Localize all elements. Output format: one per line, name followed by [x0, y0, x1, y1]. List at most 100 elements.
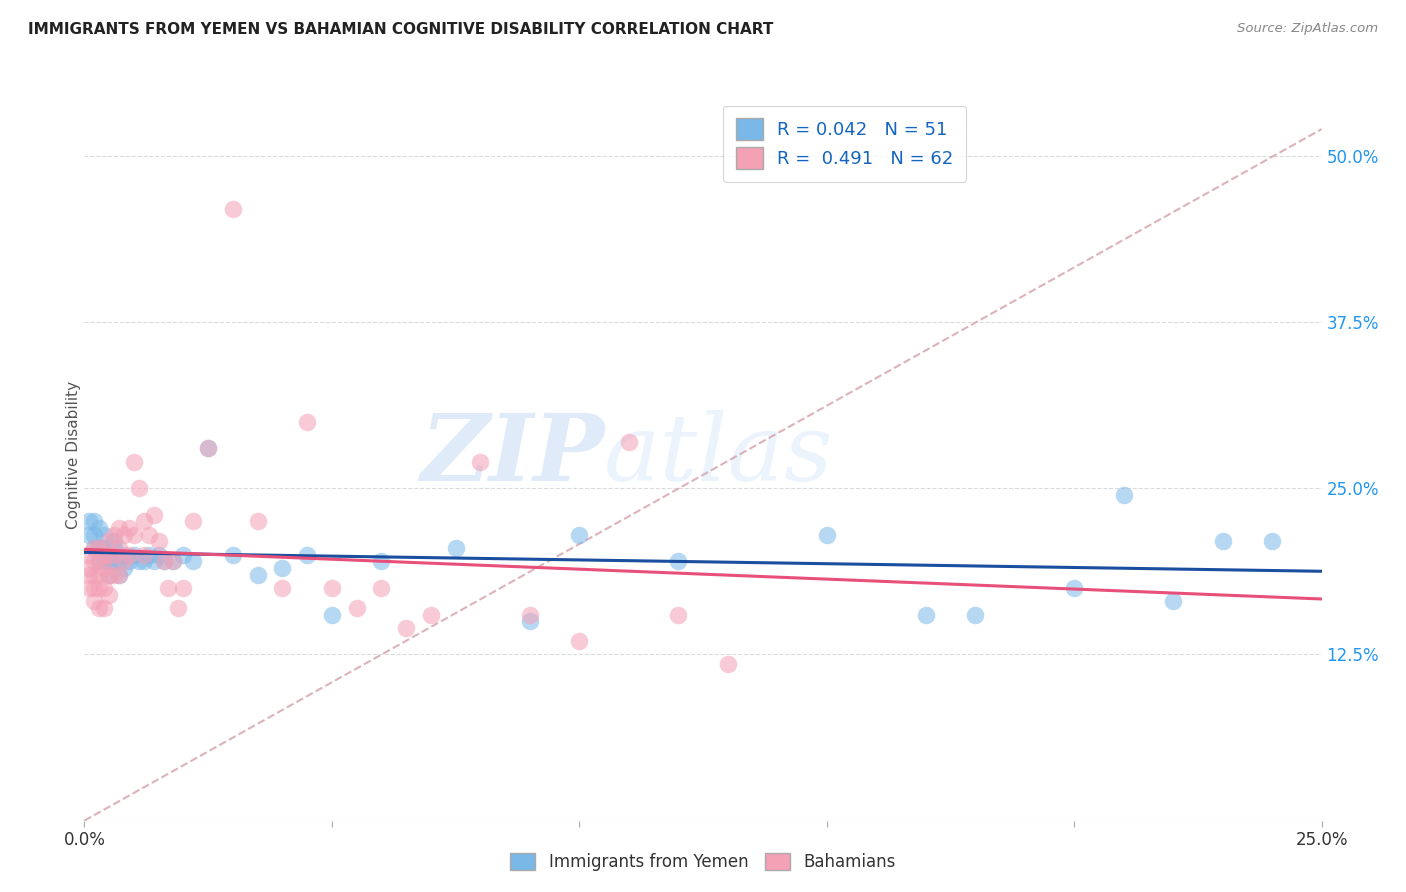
Text: IMMIGRANTS FROM YEMEN VS BAHAMIAN COGNITIVE DISABILITY CORRELATION CHART: IMMIGRANTS FROM YEMEN VS BAHAMIAN COGNIT… — [28, 22, 773, 37]
Point — [98, 548, 121, 562]
Point — [222, 548, 245, 562]
Point — [162, 554, 184, 568]
Point — [98, 588, 121, 602]
Point — [108, 567, 131, 582]
Legend: Immigrants from Yemen, Bahamians: Immigrants from Yemen, Bahamians — [502, 845, 904, 880]
Point — [103, 554, 125, 568]
Point — [138, 548, 160, 562]
Point — [181, 515, 204, 529]
Point — [118, 554, 141, 568]
Point — [93, 600, 115, 615]
Point — [103, 541, 125, 555]
Point — [172, 548, 194, 562]
Point — [108, 554, 131, 568]
Text: Source: ZipAtlas.com: Source: ZipAtlas.com — [1237, 22, 1378, 36]
Point — [112, 548, 135, 562]
Point — [118, 521, 141, 535]
Point — [122, 548, 145, 562]
Point — [83, 527, 105, 541]
Point — [568, 634, 591, 648]
Point — [89, 541, 111, 555]
Point — [617, 434, 640, 449]
Point — [470, 454, 492, 468]
Point — [1261, 534, 1284, 549]
Point — [83, 594, 105, 608]
Point — [717, 657, 740, 671]
Point — [79, 527, 101, 541]
Point — [89, 581, 111, 595]
Point — [666, 607, 689, 622]
Point — [1161, 594, 1184, 608]
Point — [965, 607, 987, 622]
Point — [152, 554, 174, 568]
Point — [89, 554, 111, 568]
Point — [132, 515, 155, 529]
Point — [108, 541, 131, 555]
Point — [98, 554, 121, 568]
Point — [295, 548, 318, 562]
Point — [79, 567, 101, 582]
Point — [321, 607, 343, 622]
Point — [666, 554, 689, 568]
Point — [83, 541, 105, 555]
Point — [122, 527, 145, 541]
Point — [79, 581, 101, 595]
Point — [89, 554, 111, 568]
Point — [197, 442, 219, 456]
Point — [142, 508, 165, 522]
Point — [93, 548, 115, 562]
Point — [83, 581, 105, 595]
Text: ZIP: ZIP — [420, 410, 605, 500]
Point — [1212, 534, 1234, 549]
Legend: R = 0.042   N = 51, R =  0.491   N = 62: R = 0.042 N = 51, R = 0.491 N = 62 — [723, 105, 966, 182]
Point — [93, 541, 115, 555]
Point — [157, 581, 180, 595]
Point — [79, 548, 101, 562]
Point — [103, 567, 125, 582]
Point — [118, 548, 141, 562]
Point — [98, 567, 121, 582]
Point — [132, 548, 155, 562]
Point — [112, 554, 135, 568]
Point — [93, 581, 115, 595]
Point — [132, 554, 155, 568]
Point — [103, 527, 125, 541]
Point — [128, 481, 150, 495]
Point — [246, 567, 269, 582]
Point — [142, 554, 165, 568]
Text: atlas: atlas — [605, 410, 834, 500]
Point — [370, 581, 392, 595]
Point — [148, 534, 170, 549]
Point — [271, 581, 294, 595]
Point — [172, 581, 194, 595]
Point — [321, 581, 343, 595]
Point — [246, 515, 269, 529]
Point — [148, 548, 170, 562]
Point — [519, 614, 541, 628]
Point — [152, 554, 174, 568]
Point — [167, 600, 190, 615]
Point — [79, 515, 101, 529]
Point — [93, 554, 115, 568]
Point — [122, 454, 145, 468]
Point — [370, 554, 392, 568]
Point — [346, 600, 368, 615]
Point — [108, 521, 131, 535]
Point — [103, 548, 125, 562]
Point — [568, 527, 591, 541]
Point — [138, 527, 160, 541]
Point — [89, 567, 111, 582]
Point — [112, 561, 135, 575]
Point — [89, 600, 111, 615]
Point — [89, 541, 111, 555]
Point — [444, 541, 467, 555]
Point — [914, 607, 936, 622]
Point — [181, 554, 204, 568]
Point — [815, 527, 838, 541]
Point — [98, 567, 121, 582]
Point — [83, 554, 105, 568]
Point — [162, 554, 184, 568]
Point — [295, 415, 318, 429]
Point — [103, 534, 125, 549]
Point — [519, 607, 541, 622]
